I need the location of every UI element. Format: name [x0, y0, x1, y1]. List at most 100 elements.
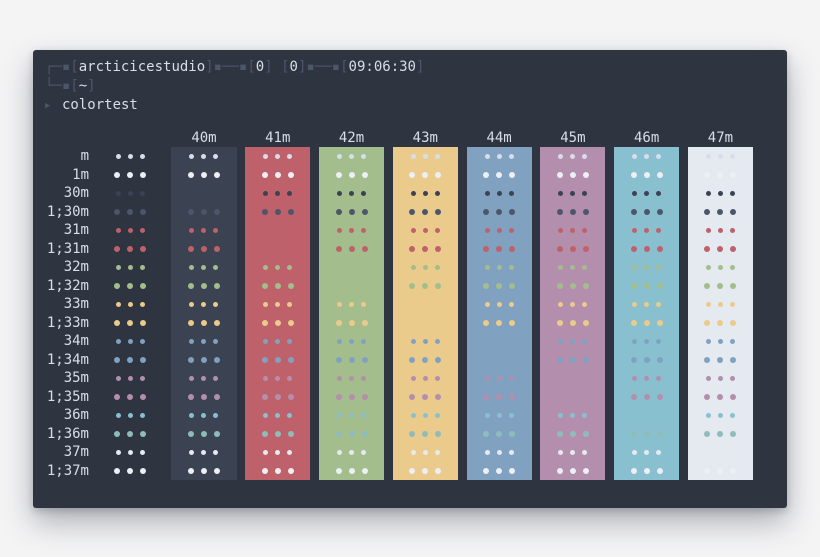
glyph-dot	[729, 190, 735, 196]
glyph-dot	[434, 338, 440, 344]
glyph-dot	[509, 208, 516, 215]
glyph-dot	[422, 430, 429, 437]
glyph-dot	[656, 319, 663, 326]
glyph-dot	[704, 208, 711, 215]
glyph-dot	[127, 375, 133, 381]
row-label: 1;35m	[46, 388, 89, 405]
colortest-cell	[171, 147, 237, 166]
glyph-dot	[287, 375, 293, 381]
glyph-dot	[274, 245, 281, 252]
colortest-cell	[687, 443, 754, 462]
glyph-dot	[717, 282, 724, 289]
glyph-dot	[213, 356, 220, 363]
glyph-dot	[189, 338, 195, 344]
colortest-cell	[614, 295, 680, 314]
colortest-cell	[171, 350, 237, 369]
glyph-dot	[558, 153, 564, 159]
glyph-dot	[582, 190, 588, 196]
glyph-dot	[496, 319, 503, 326]
glyph-dot	[632, 190, 638, 196]
glyph-dot	[717, 153, 723, 159]
prompt-token-frame: ▪──▪	[306, 59, 341, 75]
colortest-row: 32m	[45, 258, 775, 277]
glyph-dot	[704, 467, 711, 474]
glyph-dot	[582, 375, 588, 381]
glyph-dot	[656, 338, 662, 344]
glyph-dot	[361, 208, 368, 215]
prompt-token-text: 09:06:30	[348, 59, 416, 75]
row-label: 37m	[63, 444, 89, 460]
glyph-dot	[140, 245, 147, 252]
colortest-cell	[392, 202, 458, 221]
colortest-cell	[540, 350, 606, 369]
glyph-dot	[656, 171, 663, 178]
glyph-dot	[287, 449, 293, 455]
glyph-dot	[705, 153, 711, 159]
colortest-cell	[614, 221, 680, 240]
colortest-cell	[687, 221, 754, 240]
glyph-dot	[483, 171, 490, 178]
glyph-dot	[643, 282, 650, 289]
colortest-cell	[540, 406, 606, 425]
glyph-dot	[287, 467, 294, 474]
glyph-dot	[213, 412, 219, 418]
glyph-dot	[496, 245, 503, 252]
glyph-dot	[496, 282, 503, 289]
colortest-cell	[540, 239, 606, 258]
glyph-dot	[263, 264, 269, 270]
glyph-dot	[582, 338, 588, 344]
glyph-dot	[496, 264, 502, 270]
glyph-dot	[582, 227, 588, 233]
colortest-cell	[687, 202, 754, 221]
colortest-cell	[392, 350, 458, 369]
prompt-line-2: └─▪[~]	[45, 77, 775, 96]
colortest-cell	[466, 258, 532, 277]
glyph-dot	[263, 338, 269, 344]
colortest-cell	[540, 184, 606, 203]
glyph-dot	[213, 208, 220, 215]
glyph-dot	[261, 208, 268, 215]
column-header: 46m	[634, 130, 660, 146]
prompt-token-bracket: ]	[415, 59, 425, 75]
glyph-dot	[569, 356, 576, 363]
glyph-dot	[434, 227, 440, 233]
terminal-window[interactable]: ┌─▪[arcticicestudio]▪──▪[0] [0]▪──▪[09:0…	[33, 50, 787, 508]
colortest-cell	[687, 406, 754, 425]
glyph-dot	[200, 171, 207, 178]
colortest-grid: 40m 41m 42m 43m 44m 45m 46m 47m m 1m 30m 1;30m 31m 1;…	[45, 126, 775, 480]
glyph-dot	[274, 208, 281, 215]
glyph-dot	[115, 153, 121, 159]
glyph-dot	[422, 412, 428, 418]
glyph-dot	[435, 356, 442, 363]
glyph-dot	[337, 190, 343, 196]
colortest-cell	[392, 313, 458, 332]
colortest-cell	[171, 239, 237, 258]
glyph-dot	[127, 301, 133, 307]
prompt-token-text: 0	[289, 59, 298, 75]
grid-header-row: 40m 41m 42m 43m 44m 45m 46m 47m	[45, 126, 775, 147]
colortest-cell	[318, 387, 385, 406]
glyph-dot	[632, 227, 638, 233]
glyph-dot	[201, 449, 207, 455]
colortest-cell	[466, 406, 532, 425]
glyph-dot	[349, 153, 355, 159]
colortest-cell	[466, 424, 532, 443]
glyph-dot	[261, 430, 268, 437]
glyph-dot	[361, 171, 368, 178]
glyph-dot	[189, 375, 195, 381]
colortest-cell	[318, 239, 385, 258]
glyph-dot	[287, 356, 294, 363]
glyph-dot	[509, 319, 516, 326]
glyph-dot	[213, 393, 220, 400]
colortest-cell	[614, 276, 680, 295]
glyph-dot	[496, 171, 503, 178]
glyph-dot	[569, 245, 576, 252]
colortest-cell	[98, 443, 163, 462]
glyph-dot	[287, 190, 293, 196]
glyph-dot	[483, 208, 490, 215]
glyph-dot	[139, 301, 145, 307]
colortest-cell	[318, 424, 385, 443]
glyph-dot	[201, 264, 207, 270]
glyph-dot	[409, 393, 416, 400]
glyph-dot	[496, 356, 503, 363]
